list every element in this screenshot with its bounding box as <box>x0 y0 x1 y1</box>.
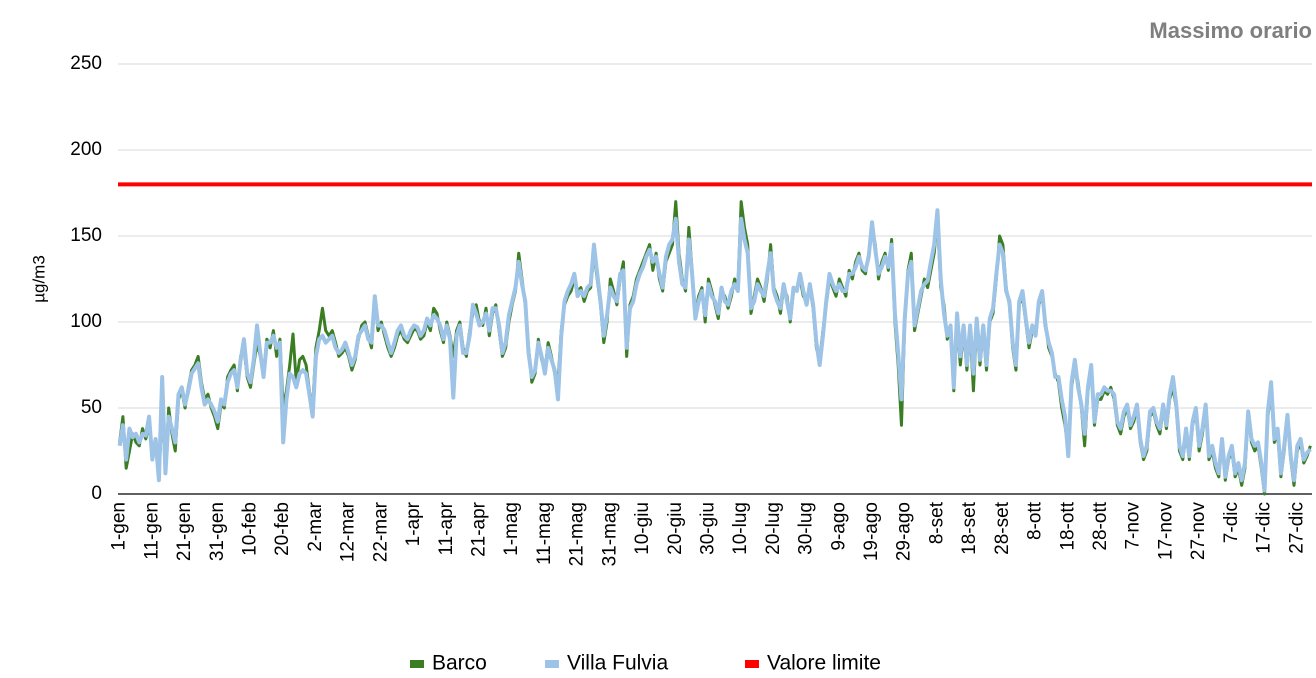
x-tick-label: 10-lug <box>730 502 751 555</box>
data-line <box>117 208 1312 493</box>
x-tick-label: 21-gen <box>174 502 195 561</box>
x-tick-label: 1-gen <box>109 502 130 551</box>
x-tick-label: 22-mar <box>370 501 391 562</box>
y-tick-label: 200 <box>70 139 102 160</box>
x-tick-label: 30-lug <box>796 502 817 555</box>
x-tick-label: 28-ott <box>1090 501 1111 550</box>
legend-label: Valore limite <box>767 652 881 675</box>
x-tick-label: 11-mag <box>534 502 555 565</box>
x-tick-label: 19-ago <box>861 502 882 561</box>
chart-title: Massimo orario <box>1149 18 1312 43</box>
x-tick-label: 27-nov <box>1188 502 1209 561</box>
x-tick-label: 18-set <box>959 501 980 555</box>
x-tick-label: 20-giu <box>665 502 686 555</box>
y-tick-label: 150 <box>70 225 102 246</box>
x-tick-label: 12-mar <box>338 501 359 562</box>
legend-label: Barco <box>432 652 487 675</box>
x-tick-label: 27-dic <box>1286 502 1307 554</box>
x-tick-label: 31-mag <box>599 502 620 566</box>
x-tick-label: 21-apr <box>468 501 489 557</box>
x-tick-label: 1-mag <box>501 502 522 556</box>
legend-swatch <box>545 660 559 668</box>
y-tick-label: 0 <box>91 483 102 504</box>
x-tick-label: 8-set <box>926 501 947 544</box>
x-tick-label: 11-gen <box>141 502 162 560</box>
x-tick-label: 17-nov <box>1155 502 1176 561</box>
legend-swatch <box>410 660 424 668</box>
x-tick-label: 1-apr <box>403 501 424 546</box>
x-tick-label: 7-dic <box>1221 502 1242 543</box>
x-tick-label: 20-feb <box>272 502 293 556</box>
x-tick-label: 21-mag <box>567 502 588 566</box>
x-tick-label: 10-giu <box>632 502 653 555</box>
x-tick-label: 31-gen <box>207 502 228 561</box>
x-tick-label: 17-dic <box>1254 502 1275 554</box>
legend-swatch <box>745 660 759 668</box>
x-tick-label: 2-mar <box>305 501 326 551</box>
x-tick-label: 7-nov <box>1123 502 1144 550</box>
x-tick-label: 29-ago <box>894 502 915 561</box>
x-tick-label: 11-apr <box>436 501 457 555</box>
x-tick-label: 20-lug <box>763 502 784 555</box>
x-tick-label: 10-feb <box>240 502 261 556</box>
y-tick-label: 250 <box>70 53 102 74</box>
x-tick-label: 30-giu <box>697 502 718 555</box>
y-tick-label: 100 <box>70 311 102 332</box>
x-tick-label: 8-ott <box>1025 501 1046 540</box>
x-tick-label: 9-ago <box>828 502 849 551</box>
x-tick-label: 28-set <box>992 501 1013 555</box>
data-line <box>118 200 1312 496</box>
legend-label: Villa Fulvia <box>567 652 668 675</box>
x-tick-label: 18-ott <box>1057 501 1078 550</box>
y-tick-label: 50 <box>81 397 102 418</box>
y-axis-label: µg/m3 <box>29 255 48 303</box>
